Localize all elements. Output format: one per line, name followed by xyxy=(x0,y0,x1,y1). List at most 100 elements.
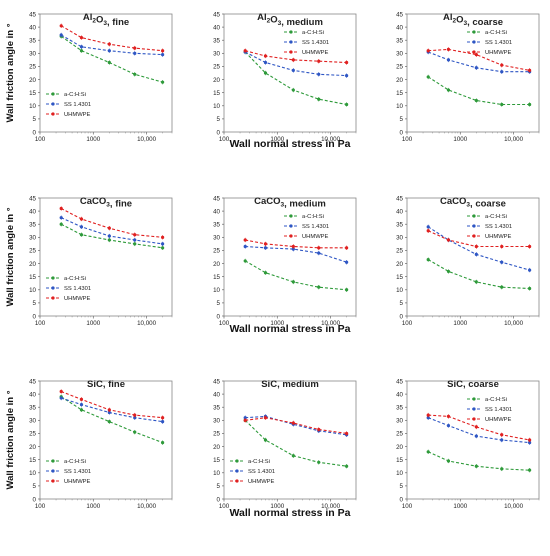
legend-marker xyxy=(51,469,55,473)
data-point xyxy=(59,24,63,28)
data-point xyxy=(500,63,504,67)
x-tick-label: 10,000 xyxy=(137,136,156,143)
panel-title: CaCO3, fine xyxy=(80,196,132,210)
data-point xyxy=(161,242,165,246)
data-point xyxy=(474,434,478,438)
data-point xyxy=(291,244,295,249)
series-line-a-c-h-si xyxy=(60,35,163,83)
y-tick-label: 25 xyxy=(29,248,36,255)
panel-title: CaCO3, medium xyxy=(254,196,326,210)
legend: a-C:H:Si SS 1.4301 UHMWPE xyxy=(467,397,512,423)
series-line-a-c-h-si xyxy=(427,259,530,290)
y-axis-title: Wall friction angle in ° xyxy=(5,390,16,489)
y-tick-label: 35 xyxy=(396,405,403,412)
data-point xyxy=(107,410,111,415)
chart-panel-1: 0 5 10 15 20 25 30 35 40 45 100 1000 10,000 Al2O3, fi… xyxy=(29,11,173,143)
data-point xyxy=(79,45,84,49)
legend-label: a-C:H:Si xyxy=(248,459,270,465)
legend: a-C:H:Si SS 1.4301 UHMWPE xyxy=(46,92,91,118)
x-tick-label: 1000 xyxy=(86,503,100,510)
plot-frame xyxy=(406,13,540,133)
series-line-ss-1-4301 xyxy=(61,397,163,423)
data-point xyxy=(500,285,504,289)
y-tick-label: 10 xyxy=(29,103,36,110)
panel-title: Al2O3, fine xyxy=(83,12,129,28)
legend-marker xyxy=(472,214,476,218)
data-point xyxy=(133,242,137,246)
legend-label: SS 1.4301 xyxy=(302,224,329,230)
legend-marker xyxy=(472,234,476,238)
data-point xyxy=(446,459,451,463)
legend-label: a-C:H:Si xyxy=(64,92,86,98)
legend-marker xyxy=(289,214,293,218)
legend-marker xyxy=(472,40,476,44)
y-tick-label: 5 xyxy=(217,116,221,123)
y-tick-label: 25 xyxy=(396,248,403,255)
legend-label: SS 1.4301 xyxy=(64,286,91,292)
y-tick-label: 5 xyxy=(400,300,404,307)
series-line-a-c-h-si xyxy=(427,451,530,471)
data-point xyxy=(474,280,478,284)
series-line-a-c-h-si xyxy=(60,396,163,444)
y-tick-label: 5 xyxy=(400,483,404,490)
y-tick-label: 5 xyxy=(33,300,37,307)
legend: a-C:H:Si SS 1.4301 UHMWPE xyxy=(284,30,329,56)
data-point xyxy=(161,53,165,57)
y-tick-label: 25 xyxy=(396,64,403,71)
data-point xyxy=(263,246,268,250)
data-point xyxy=(500,438,504,442)
y-tick-label: 20 xyxy=(213,261,220,268)
x-tick-label: 100 xyxy=(402,320,413,327)
y-tick-label: 40 xyxy=(396,391,403,398)
data-point xyxy=(133,416,137,420)
legend-marker xyxy=(235,479,239,483)
y-tick-label: 25 xyxy=(213,64,220,71)
data-point xyxy=(500,260,504,264)
y-tick-label: 35 xyxy=(29,38,36,45)
x-tick-label: 10,000 xyxy=(504,503,523,510)
data-point xyxy=(161,80,165,84)
series-line-ss-1-4301 xyxy=(428,417,530,444)
data-point xyxy=(345,102,349,107)
legend-label: UHMWPE xyxy=(64,296,91,302)
data-point xyxy=(317,246,321,250)
legend-label: a-C:H:Si xyxy=(485,397,507,403)
y-tick-label: 45 xyxy=(396,11,403,18)
y-tick-label: 30 xyxy=(213,235,220,242)
y-tick-label: 40 xyxy=(396,208,403,215)
y-tick-label: 30 xyxy=(396,51,403,58)
y-tick-label: 30 xyxy=(29,418,36,425)
y-tick-label: 25 xyxy=(29,64,36,71)
data-point xyxy=(446,423,451,428)
data-point xyxy=(263,242,268,246)
legend: a-C:H:Si SS 1.4301 UHMWPE xyxy=(230,459,275,485)
y-tick-label: 25 xyxy=(396,431,403,438)
legend-marker xyxy=(51,286,55,290)
legend-label: UHMWPE xyxy=(485,417,512,423)
y-tick-label: 10 xyxy=(213,470,220,477)
data-point xyxy=(107,42,111,46)
data-point xyxy=(345,431,349,436)
legend-label: SS 1.4301 xyxy=(64,469,91,475)
series-line-uhmwpe xyxy=(427,230,530,248)
data-point xyxy=(133,238,137,242)
data-point xyxy=(528,268,532,272)
y-tick-label: 40 xyxy=(29,208,36,215)
legend-marker xyxy=(289,224,293,228)
legend-marker xyxy=(51,276,55,280)
data-point xyxy=(107,60,111,65)
data-point xyxy=(107,234,111,238)
data-point xyxy=(133,430,137,434)
x-axis-title: Wall normal stress in Pa xyxy=(230,138,351,150)
legend-marker xyxy=(51,479,55,483)
data-point xyxy=(263,438,268,442)
series-line-uhmwpe xyxy=(245,417,347,434)
data-point xyxy=(133,46,137,50)
y-tick-label: 15 xyxy=(396,274,403,281)
data-point xyxy=(345,260,349,264)
legend-marker xyxy=(289,30,293,34)
data-point xyxy=(500,70,504,74)
legend-label: a-C:H:Si xyxy=(485,214,507,220)
y-tick-label: 20 xyxy=(213,77,220,84)
y-tick-label: 40 xyxy=(213,24,220,31)
